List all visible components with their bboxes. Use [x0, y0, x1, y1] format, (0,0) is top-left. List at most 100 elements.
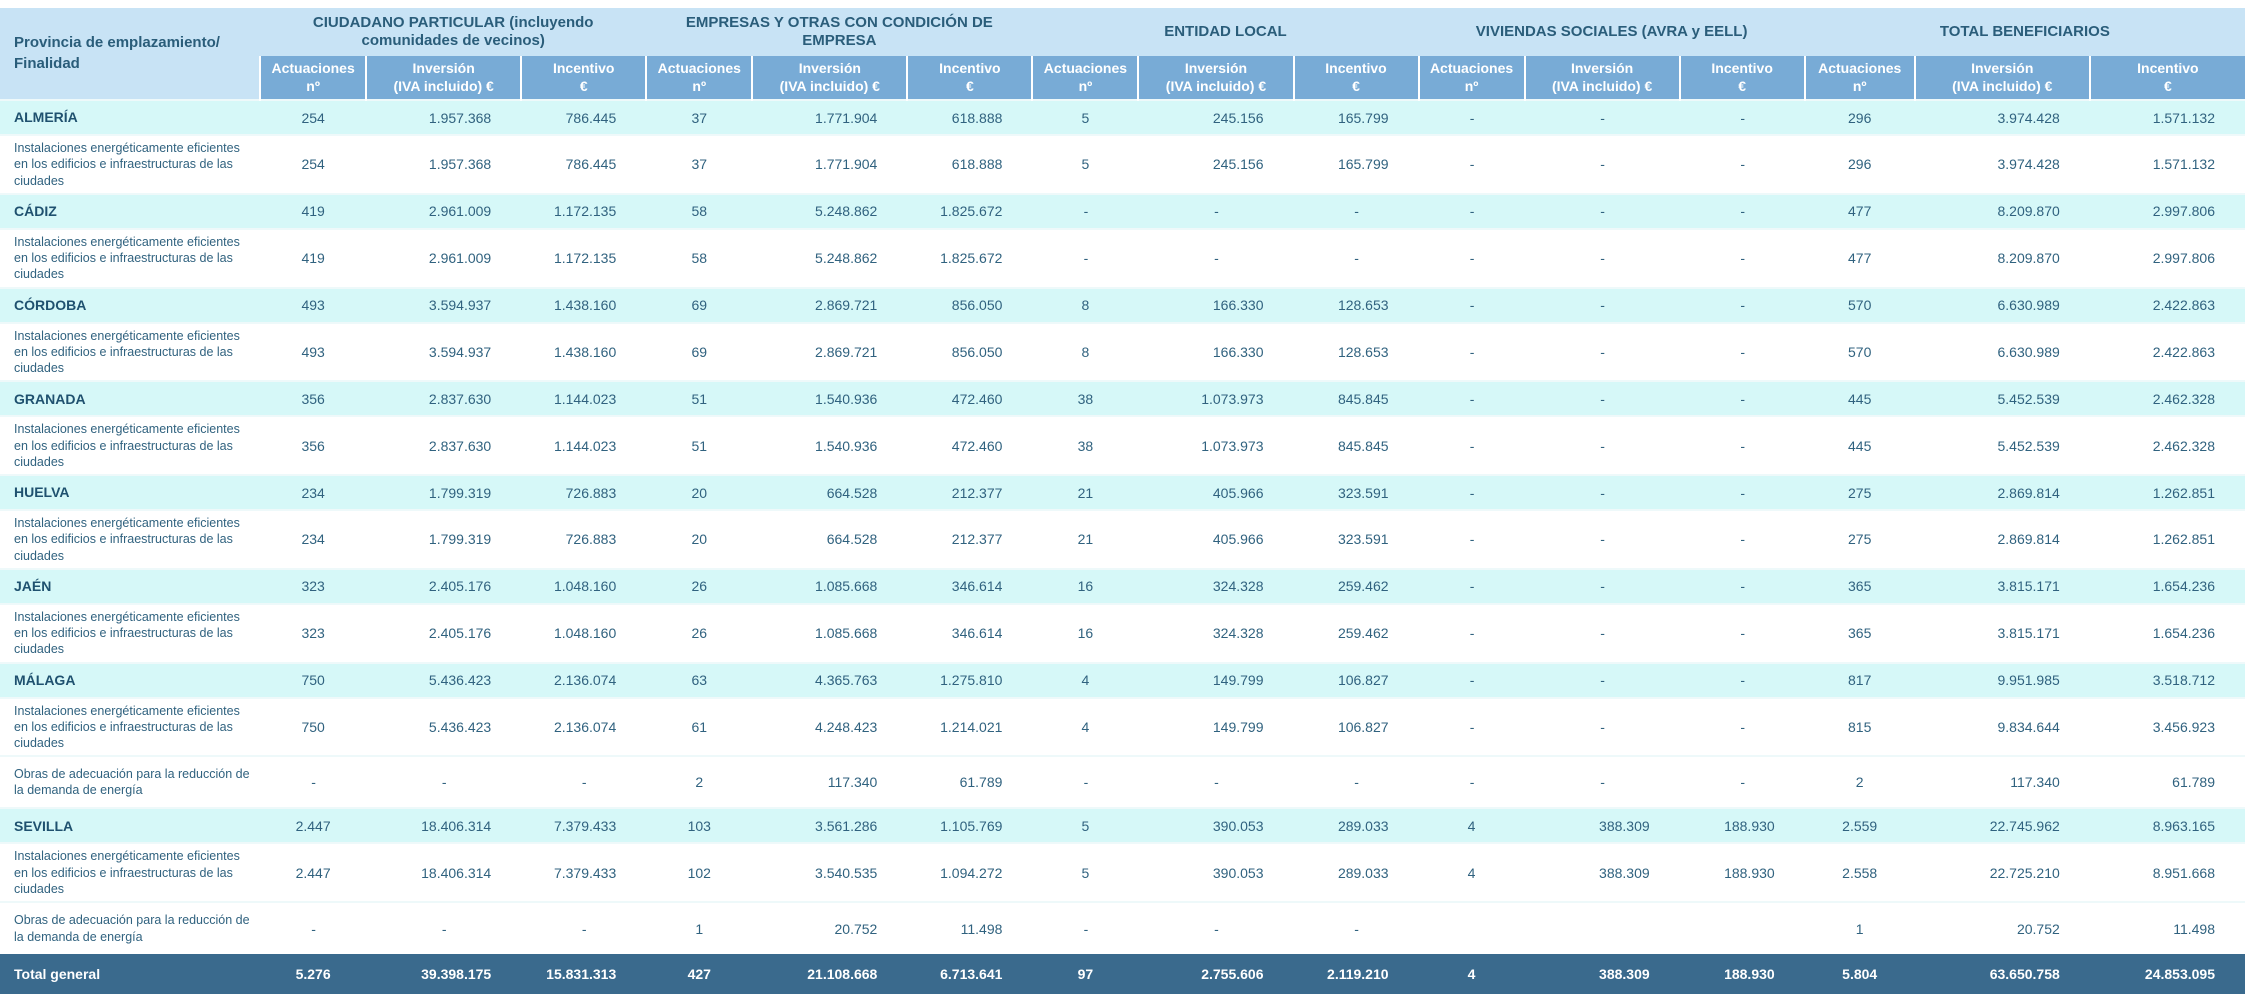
cell-actuaciones: -: [260, 902, 367, 954]
cell-actuaciones: 750: [260, 697, 367, 757]
cell-incentivo: 188.930: [1679, 808, 1805, 844]
cell-incentivo: -: [1679, 662, 1805, 698]
finalidad-label: Instalaciones energéticamente eficientes…: [0, 416, 261, 475]
cell-incentivo: 2.422.863: [2089, 322, 2245, 382]
cell-inversion: 166.330: [1138, 287, 1294, 323]
cell-incentivo: 3.518.712: [2089, 662, 2245, 698]
subheader-actuaciones: Actuaciones nº: [645, 56, 753, 100]
cell-incentivo: 323.591: [1293, 475, 1419, 510]
cell-inversion: 1.540.936: [752, 416, 908, 475]
subheader-incentivo-line2: €: [579, 77, 588, 94]
cell-inversion: 2.837.630: [366, 416, 522, 475]
cell-incentivo: -: [1293, 902, 1419, 954]
province-label: SEVILLA: [0, 808, 261, 844]
province-row: MÁLAGA 750 5.436.423 2.136.074 63 4.365.763 1.…: [0, 662, 2245, 698]
cell-incentivo: 259.462: [1293, 603, 1419, 663]
group-header-viviendas-sociales: VIVIENDAS SOCIALES (AVRA y EELL): [1418, 8, 1805, 56]
beneficiaries-table: Provincia de emplazamiento/ Finalidad CI…: [0, 8, 2245, 994]
cell-incentivo: 7.379.433: [521, 808, 647, 844]
cell-actuaciones: -: [1418, 135, 1525, 194]
cell-incentivo: -: [1679, 322, 1805, 382]
cell-inversion: 1.799.319: [366, 475, 522, 510]
cell-actuaciones: 2.447: [260, 843, 367, 902]
cell-actuaciones: -: [1418, 568, 1525, 604]
subheader-incentivo-line1: Incentivo: [552, 60, 615, 76]
total-cell-inversion: 21.108.668: [752, 954, 908, 994]
cell-inversion: 4.248.423: [752, 697, 908, 757]
cell-actuaciones: 61: [646, 697, 753, 757]
total-cell-incentivo: 188.930: [1679, 954, 1805, 994]
cell-incentivo: 1.654.236: [2089, 603, 2245, 663]
subheader-incentivo: Incentivo €: [2088, 56, 2245, 100]
cell-inversion: -: [1524, 475, 1680, 510]
cell-incentivo: 1.172.135: [521, 228, 647, 288]
cell-actuaciones: -: [1418, 662, 1525, 698]
cell-incentivo: 1.262.851: [2089, 475, 2245, 510]
cell-actuaciones: 69: [646, 322, 753, 382]
finalidad-label: Instalaciones energéticamente eficientes…: [0, 843, 261, 902]
total-label: Total general: [0, 954, 261, 994]
total-cell-incentivo: 2.119.210: [1293, 954, 1419, 994]
cell-inversion: 18.406.314: [366, 843, 522, 902]
cell-incentivo: 1.571.132: [2089, 100, 2245, 135]
cell-incentivo: 61.789: [2089, 756, 2245, 809]
cell-inversion: 8.209.870: [1914, 193, 2090, 229]
cell-actuaciones: 4: [1418, 808, 1525, 844]
cell-inversion: -: [1138, 193, 1294, 229]
cell-inversion: 1.073.973: [1138, 381, 1294, 417]
cell-actuaciones: 323: [260, 603, 367, 663]
cell-incentivo: -: [1679, 475, 1805, 510]
total-cell-actuaciones: 427: [646, 954, 753, 994]
cell-inversion: -: [1524, 135, 1680, 194]
finalidad-label: Instalaciones energéticamente eficientes…: [0, 322, 261, 382]
cell-actuaciones: 419: [260, 193, 367, 229]
cell-incentivo: 212.377: [907, 475, 1033, 510]
cell-actuaciones: 26: [646, 568, 753, 604]
cell-incentivo: 1.438.160: [521, 322, 647, 382]
cell-actuaciones: 817: [1804, 662, 1915, 698]
province-row: SEVILLA 2.447 18.406.314 7.379.433 103 3.561.…: [0, 808, 2245, 844]
cell-incentivo: 856.050: [907, 287, 1033, 323]
cell-inversion: 2.869.721: [752, 322, 908, 382]
finalidad-label: Instalaciones energéticamente eficientes…: [0, 510, 261, 569]
cell-inversion: 3.974.428: [1914, 135, 2090, 194]
cell-incentivo: 472.460: [907, 381, 1033, 417]
cell-inversion: 664.528: [752, 475, 908, 510]
cell-incentivo: 8.951.668: [2089, 843, 2245, 902]
cell-inversion: 22.745.962: [1914, 808, 2090, 844]
cell-actuaciones: 37: [646, 100, 753, 135]
cell-inversion: 2.405.176: [366, 568, 522, 604]
cell-inversion: 166.330: [1138, 322, 1294, 382]
cell-actuaciones: 37: [646, 135, 753, 194]
cell-incentivo: 2.136.074: [521, 697, 647, 757]
cell-inversion: 149.799: [1138, 662, 1294, 698]
cell-actuaciones: 102: [646, 843, 753, 902]
subheader-inversion-line2: (IVA incluido) €: [1165, 77, 1267, 94]
cell-actuaciones: 26: [646, 603, 753, 663]
cell-incentivo: 845.845: [1293, 416, 1419, 475]
cell-incentivo: 289.033: [1293, 808, 1419, 844]
cell-actuaciones: 2.558: [1804, 843, 1915, 902]
subheader-inversion-line2: (IVA incluido) €: [1952, 77, 2053, 94]
total-cell-actuaciones: 4: [1418, 954, 1525, 994]
subheader-actuaciones-line2: nº: [1464, 77, 1479, 94]
cell-inversion: 5.436.423: [366, 662, 522, 698]
cell-inversion: 9.834.644: [1914, 697, 2090, 757]
cell-inversion: -: [1138, 228, 1294, 288]
cell-actuaciones: 103: [646, 808, 753, 844]
total-cell-incentivo: 15.831.313: [521, 954, 647, 994]
cell-actuaciones: 2.559: [1804, 808, 1915, 844]
cell-actuaciones: 5: [1032, 843, 1139, 902]
cell-incentivo: 1.048.160: [521, 568, 647, 604]
cell-incentivo: -: [1679, 193, 1805, 229]
subheader-incentivo: Incentivo €: [906, 56, 1033, 100]
finalidad-label: Instalaciones energéticamente eficientes…: [0, 603, 261, 663]
cell-actuaciones: 63: [646, 662, 753, 698]
cell-inversion: 324.328: [1138, 603, 1294, 663]
cell-actuaciones: 445: [1804, 416, 1915, 475]
subheader-incentivo: Incentivo €: [1678, 56, 1805, 100]
subheader-actuaciones-line1: Actuaciones: [1429, 60, 1514, 76]
cell-incentivo: -: [1679, 510, 1805, 569]
cell-actuaciones: 5: [1032, 100, 1139, 135]
cell-incentivo: 61.789: [907, 756, 1033, 809]
